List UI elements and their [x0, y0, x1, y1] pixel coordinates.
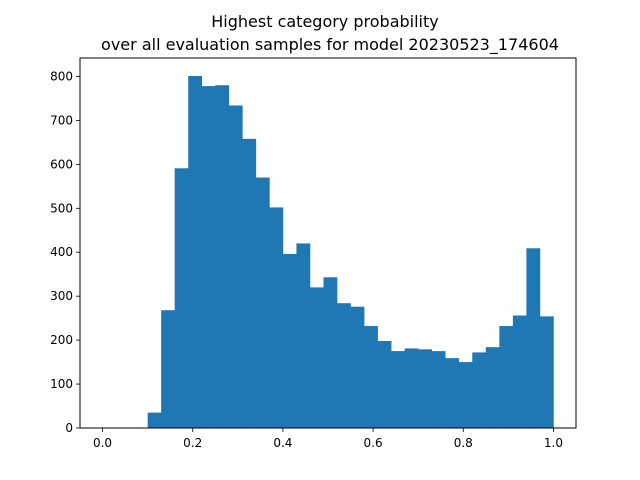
x-tick-label-3: 0.6 [364, 436, 383, 450]
y-tick-label-4: 400 [50, 245, 73, 259]
histogram-bar-3 [188, 76, 203, 429]
histogram-bar-20 [418, 349, 433, 428]
histogram-bar-15 [350, 306, 365, 428]
y-tick-label-7: 700 [50, 113, 73, 127]
histogram-bar-16 [364, 326, 378, 428]
histogram-bar-27 [512, 315, 527, 428]
histogram-bar-23 [458, 362, 473, 428]
histogram-bar-10 [282, 253, 297, 428]
plot-frame [79, 57, 577, 429]
histogram-bar-2 [174, 168, 189, 429]
histogram-bars [147, 76, 554, 429]
histogram-bar-18 [391, 351, 405, 428]
y-tick-label-5: 500 [50, 201, 73, 215]
histogram-bar-1 [161, 310, 175, 428]
histogram-bar-21 [431, 351, 446, 428]
chart-title-line-1: Highest category probability [211, 12, 438, 31]
histogram-bar-29 [539, 316, 554, 428]
x-tick-label-5: 1.0 [544, 436, 563, 450]
histogram-bar-11 [296, 243, 311, 428]
histogram-bar-24 [472, 352, 487, 428]
y-tick-label-3: 300 [50, 289, 73, 303]
x-tick-label-0: 0.0 [93, 436, 112, 450]
histogram-bar-12 [309, 287, 324, 428]
histogram-bar-0 [147, 412, 162, 428]
histogram-bar-14 [337, 303, 351, 428]
histogram-bar-9 [269, 207, 284, 428]
histogram-bar-22 [445, 358, 460, 428]
x-tick-label-4: 0.8 [454, 436, 473, 450]
histogram-bar-7 [242, 138, 257, 429]
chart-title-line-2: over all evaluation samples for model 20… [101, 35, 559, 55]
y-tick-label-6: 600 [50, 157, 73, 171]
histogram-bar-17 [377, 340, 392, 428]
histogram-bar-5 [215, 85, 230, 429]
histogram-bar-26 [499, 326, 514, 428]
y-axis: 0 100 200 300 400 500 600 700 800 [50, 69, 80, 435]
y-tick-label-2: 200 [50, 333, 73, 347]
histogram-bar-28 [526, 248, 541, 428]
histogram-bar-25 [485, 347, 500, 428]
x-tick-label-2: 0.4 [273, 436, 292, 450]
x-tick-label-1: 0.2 [183, 436, 202, 450]
x-axis: 0.0 0.2 0.4 0.6 0.8 1.0 [93, 428, 563, 450]
y-tick-label-8: 800 [50, 69, 73, 83]
y-tick-label-1: 100 [50, 377, 73, 391]
histogram-bar-13 [323, 277, 338, 428]
histogram-bar-8 [255, 177, 270, 428]
histogram-bar-19 [404, 348, 419, 428]
y-tick-label-0: 0 [65, 421, 73, 435]
histogram-bar-4 [201, 86, 216, 429]
histogram-bar-6 [228, 105, 243, 429]
